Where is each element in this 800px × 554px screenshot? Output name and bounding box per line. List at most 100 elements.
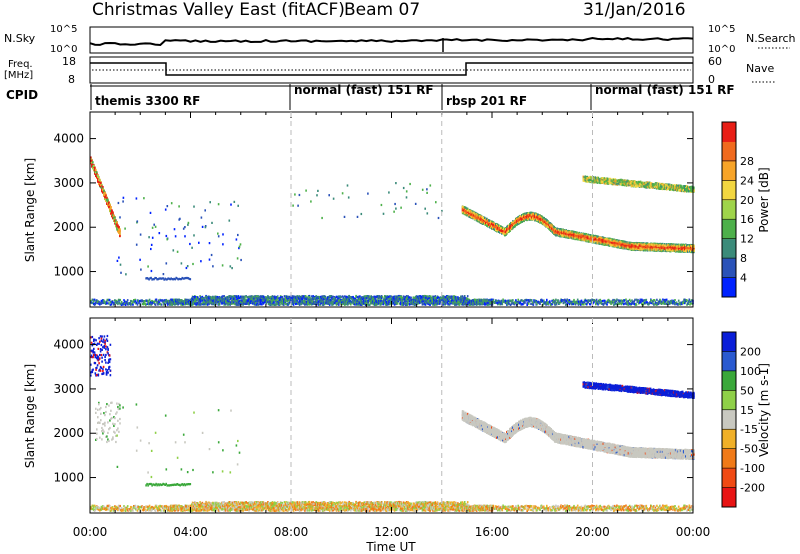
scatter-cell (622, 243, 625, 246)
scatter-cell (556, 227, 558, 230)
scatter-cell (646, 244, 649, 247)
scatter-cell (541, 219, 543, 222)
scatter-cell (499, 231, 501, 234)
scatter-cell (560, 231, 562, 234)
scatter-cell (529, 218, 531, 221)
scatter-cell (499, 226, 501, 230)
scatter-cell (478, 220, 481, 223)
scatter-cell (528, 217, 530, 220)
scatter-cell (516, 217, 518, 220)
scatter-cell (539, 219, 541, 222)
scatter-cell (626, 243, 629, 246)
scatter-cell (576, 234, 578, 237)
scatter-cell (655, 246, 658, 250)
scatter-cell (543, 217, 545, 220)
scatter-cell (572, 236, 574, 239)
scatter-cell (650, 243, 653, 246)
scatter-cell (621, 241, 624, 244)
scatter-cell (476, 216, 479, 219)
scatter-cell (495, 223, 497, 226)
scatter-cell (627, 242, 630, 245)
scatter-cell (513, 224, 515, 227)
scatter-cell (527, 214, 529, 217)
scatter-cell (653, 248, 656, 251)
scatter-cell (518, 221, 520, 224)
scatter-cell (578, 232, 580, 235)
scatter-cell (508, 227, 510, 230)
scatter-cell (528, 214, 530, 217)
scatter-cell (484, 222, 486, 225)
scatter-cell (672, 249, 675, 252)
scatter-cell (540, 221, 542, 224)
scatter-cell (583, 232, 586, 236)
scatter-cell (560, 233, 562, 236)
scatter-cell (621, 243, 624, 246)
scatter-cell (544, 222, 546, 226)
scatter-cell (512, 220, 514, 223)
scatter-cell (596, 235, 599, 238)
scatter-cell (505, 229, 507, 232)
scatter-cell (632, 248, 635, 251)
scatter-cell (678, 245, 681, 248)
scatter-cell (506, 228, 508, 231)
scatter-cell (546, 219, 548, 222)
scatter-cell (674, 246, 677, 249)
scatter-cell (663, 243, 666, 246)
scatter-cell (494, 223, 496, 226)
scatter-cell (595, 235, 598, 238)
scatter-cell (494, 225, 496, 228)
scatter-cell (623, 245, 626, 248)
scatter-cell (497, 226, 499, 229)
scatter-cell (524, 212, 526, 215)
scatter-cell (676, 250, 679, 253)
scatter-cell (625, 242, 628, 245)
scatter-cell (479, 218, 482, 221)
scatter-cell (666, 244, 669, 247)
scatter-cell (584, 235, 587, 238)
scatter-cell (536, 215, 538, 218)
scatter-cell (564, 229, 566, 232)
scatter-cell (617, 245, 620, 249)
scatter-cell (667, 246, 670, 249)
scatter-cell (661, 242, 664, 246)
scatter-cell (551, 227, 553, 230)
scatter-cell (535, 214, 537, 217)
scatter-cell (487, 219, 489, 222)
scatter-cell (504, 231, 506, 234)
scatter-cell (546, 223, 548, 226)
scatter-cell (592, 237, 595, 240)
scatter-cell (557, 230, 559, 233)
scatter-cell (659, 247, 662, 250)
scatter-cell (561, 234, 563, 237)
scatter-cell (491, 220, 493, 223)
scatter-cell (535, 219, 537, 222)
scatter-cell (620, 242, 623, 245)
scatter-cell (499, 229, 501, 232)
scatter-cell (470, 210, 473, 213)
scatter-cell (612, 241, 615, 244)
scatter-cell (626, 247, 629, 250)
scatter-cell (607, 238, 610, 241)
cpid-segment-2: rbsp 201 RF (446, 94, 527, 108)
scatter-cell (647, 247, 650, 250)
scatter-cell (546, 224, 548, 227)
scatter-cell (524, 214, 526, 217)
scatter-cell (622, 240, 625, 243)
scatter-cell (465, 207, 468, 210)
scatter-cell (633, 248, 636, 251)
scatter-cell (569, 235, 571, 238)
scatter-cell (668, 248, 671, 252)
scatter-cell (636, 242, 639, 245)
scatter-cell (657, 244, 660, 247)
scatter-cell (507, 227, 509, 230)
scatter-cell (520, 221, 522, 224)
scatter-cell (594, 237, 597, 240)
scatter-cell (505, 228, 507, 231)
scatter-cell (588, 237, 591, 240)
scatter-cell (635, 242, 638, 245)
scatter-cell (671, 243, 674, 246)
scatter-cell (481, 217, 484, 220)
scatter-cell (501, 228, 503, 231)
scatter-cell (514, 225, 516, 228)
scatter-cell (537, 217, 539, 221)
